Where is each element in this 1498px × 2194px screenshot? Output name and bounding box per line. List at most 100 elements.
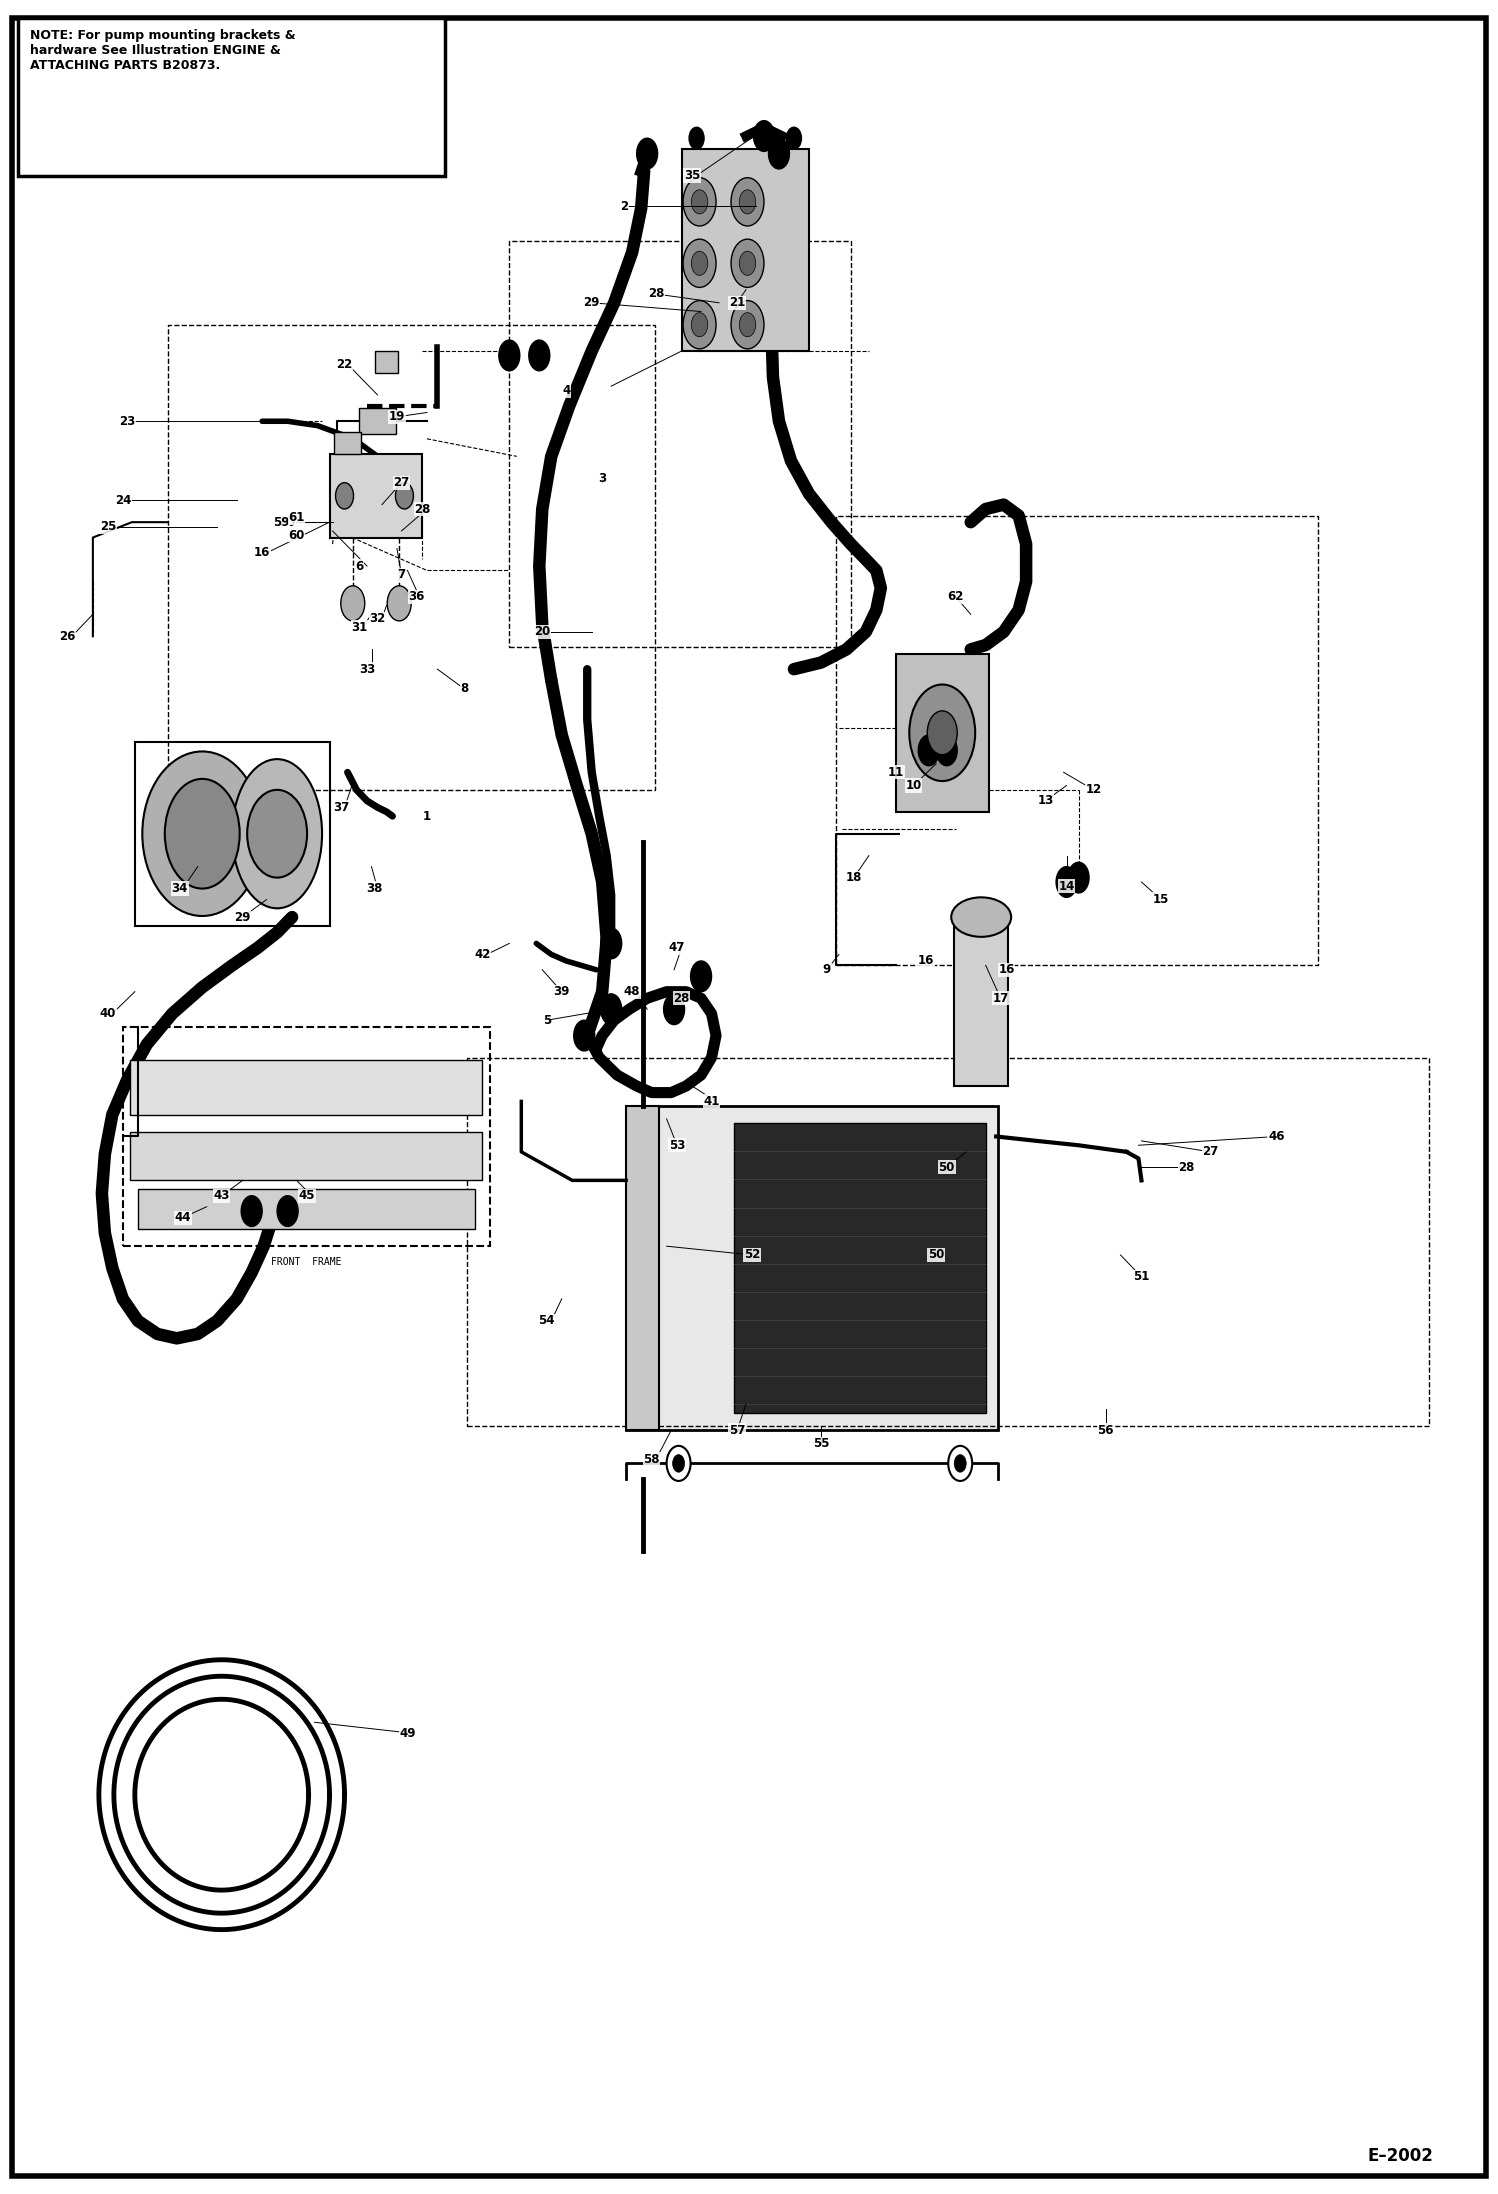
Text: 11: 11 xyxy=(888,766,903,779)
Text: 30: 30 xyxy=(280,516,295,529)
Text: 18: 18 xyxy=(846,871,861,884)
Text: 41: 41 xyxy=(704,1095,719,1108)
Text: 62: 62 xyxy=(948,590,963,603)
Circle shape xyxy=(753,121,774,151)
Circle shape xyxy=(739,191,755,215)
Text: 7: 7 xyxy=(397,568,406,581)
Text: 19: 19 xyxy=(389,410,404,423)
Bar xyxy=(509,241,851,647)
Text: 24: 24 xyxy=(115,494,130,507)
Text: 45: 45 xyxy=(298,1189,316,1202)
Circle shape xyxy=(1068,862,1089,893)
Bar xyxy=(168,325,655,790)
Text: 20: 20 xyxy=(535,625,550,638)
Text: 46: 46 xyxy=(1267,1130,1285,1143)
Circle shape xyxy=(1056,867,1077,897)
Circle shape xyxy=(683,178,716,226)
Circle shape xyxy=(395,483,413,509)
Circle shape xyxy=(786,127,801,149)
Circle shape xyxy=(731,178,764,226)
Text: 14: 14 xyxy=(1059,880,1074,893)
Text: 21: 21 xyxy=(730,296,745,309)
Text: 5: 5 xyxy=(542,1014,551,1027)
Text: 16: 16 xyxy=(255,546,270,559)
Circle shape xyxy=(739,312,755,336)
Text: 29: 29 xyxy=(235,911,250,924)
Text: 51: 51 xyxy=(1134,1270,1149,1283)
Bar xyxy=(626,1106,998,1430)
Text: 52: 52 xyxy=(745,1248,759,1262)
Text: 44: 44 xyxy=(174,1211,192,1224)
Text: 16: 16 xyxy=(999,963,1014,976)
Circle shape xyxy=(691,312,709,336)
Text: 16: 16 xyxy=(918,954,933,968)
Bar xyxy=(682,149,809,351)
Text: 28: 28 xyxy=(674,992,689,1005)
Text: 28: 28 xyxy=(1179,1161,1194,1174)
Circle shape xyxy=(691,191,709,215)
Circle shape xyxy=(241,1196,262,1226)
Ellipse shape xyxy=(142,750,262,917)
Circle shape xyxy=(342,586,364,621)
Bar xyxy=(135,742,330,926)
Text: 10: 10 xyxy=(906,779,921,792)
Text: 39: 39 xyxy=(554,985,569,998)
Bar xyxy=(626,1106,659,1430)
Text: 58: 58 xyxy=(643,1452,661,1466)
Bar xyxy=(734,1123,986,1413)
Ellipse shape xyxy=(951,897,1011,937)
Text: 2: 2 xyxy=(620,200,629,213)
Circle shape xyxy=(336,483,354,509)
Circle shape xyxy=(948,1446,972,1481)
Bar xyxy=(130,1060,482,1115)
Circle shape xyxy=(664,994,685,1025)
Circle shape xyxy=(768,138,789,169)
Bar xyxy=(130,1132,482,1180)
Bar xyxy=(896,654,989,812)
Circle shape xyxy=(691,250,709,276)
Circle shape xyxy=(529,340,550,371)
Text: 47: 47 xyxy=(670,941,685,954)
Text: 31: 31 xyxy=(352,621,367,634)
Text: 50: 50 xyxy=(939,1161,954,1174)
Circle shape xyxy=(601,928,622,959)
Text: 29: 29 xyxy=(584,296,599,309)
Text: 13: 13 xyxy=(1038,794,1053,807)
Text: 17: 17 xyxy=(993,992,1008,1005)
Text: 40: 40 xyxy=(100,1007,115,1020)
Circle shape xyxy=(739,250,755,276)
Text: NOTE: For pump mounting brackets &
hardware See Illustration ENGINE &
ATTACHING : NOTE: For pump mounting brackets & hardw… xyxy=(30,29,295,72)
Bar xyxy=(123,1027,490,1246)
Circle shape xyxy=(918,735,939,766)
Circle shape xyxy=(247,790,307,878)
Text: FRONT  FRAME: FRONT FRAME xyxy=(271,1257,342,1268)
Circle shape xyxy=(927,711,957,755)
Text: 28: 28 xyxy=(649,287,664,301)
Text: 36: 36 xyxy=(409,590,424,603)
Text: 33: 33 xyxy=(360,663,374,676)
Text: 49: 49 xyxy=(398,1727,416,1740)
Circle shape xyxy=(601,994,622,1025)
Bar xyxy=(334,432,361,454)
Ellipse shape xyxy=(232,759,322,908)
Text: 4: 4 xyxy=(562,384,571,397)
Text: 50: 50 xyxy=(929,1248,944,1262)
Text: 59: 59 xyxy=(273,516,291,529)
Text: 8: 8 xyxy=(460,682,469,695)
Text: 26: 26 xyxy=(60,630,75,643)
Text: 56: 56 xyxy=(1097,1424,1115,1437)
Bar xyxy=(358,408,395,434)
Bar xyxy=(138,1189,475,1229)
Bar xyxy=(836,516,1318,965)
Circle shape xyxy=(936,735,957,766)
Text: 32: 32 xyxy=(370,612,385,625)
Text: 60: 60 xyxy=(289,529,304,542)
Bar xyxy=(330,454,422,538)
Text: 27: 27 xyxy=(1203,1145,1218,1158)
Bar xyxy=(954,921,1008,1086)
Text: 43: 43 xyxy=(214,1189,229,1202)
Circle shape xyxy=(165,779,240,889)
Circle shape xyxy=(909,685,975,781)
Text: 48: 48 xyxy=(623,985,641,998)
Text: 3: 3 xyxy=(598,472,607,485)
